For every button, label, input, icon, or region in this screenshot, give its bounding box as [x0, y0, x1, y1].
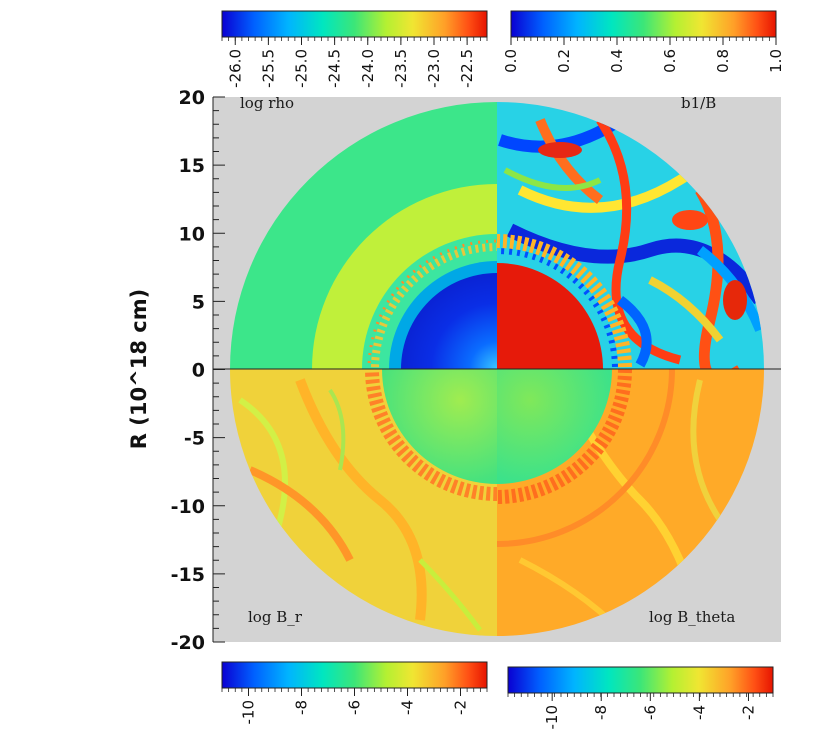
quadrant-log-rho — [230, 102, 497, 369]
colorbar-tick-label: 0.8 — [714, 49, 732, 73]
y-tick-label: 5 — [192, 291, 205, 313]
colorbar-tick-label: -4 — [399, 700, 417, 715]
y-tick-label: 0 — [192, 360, 205, 382]
colorbar-top-right: 0.0 0.2 0.4 0.6 0.8 1.0 — [502, 10, 785, 73]
y-tick-label: -5 — [184, 428, 205, 450]
colorbar-tick-label: -26.0 — [226, 49, 244, 88]
colorbar-tick-label: -25.0 — [293, 49, 311, 88]
colorbar-gradient — [221, 10, 488, 38]
colorbar-gradient — [221, 661, 488, 689]
colorbar-gradient — [507, 666, 774, 694]
colorbar-tick-label: -2 — [452, 700, 470, 715]
colorbar-tick-label: 0.0 — [502, 49, 520, 73]
colorbar-tick-label: -24.0 — [359, 49, 377, 88]
colorbar-bottom-left: -10 -8 -6 -4 -2 — [221, 661, 488, 725]
colorbar-tick-label: -25.5 — [259, 49, 277, 88]
y-tick-label: 20 — [179, 87, 205, 109]
colorbar-tick-label: -10 — [240, 700, 258, 725]
colorbar-bottom-right: -10 -8 -6 -4 -2 — [507, 666, 774, 730]
colorbar-tick-label: -10 — [543, 705, 561, 730]
colorbar-tick-label: -23.5 — [392, 49, 410, 88]
y-axis: 20 15 10 5 0 -5 -10 -15 -20 — [171, 87, 225, 654]
colorbar-tick-label: -22.5 — [458, 49, 476, 88]
label-log-rho: log rho — [240, 94, 294, 112]
colorbar-gradient — [510, 10, 777, 38]
colorbar-tick-label: 0.6 — [661, 49, 679, 73]
y-tick-label: 15 — [179, 155, 205, 177]
colorbar-tick-label: 0.2 — [555, 49, 573, 73]
label-log-B-r: log B_r — [248, 608, 303, 626]
colorbar-tick-label: -6 — [346, 700, 364, 715]
y-tick-label: -10 — [171, 496, 205, 518]
colorbar-tick-label: -6 — [641, 705, 659, 720]
colorbar-tick-label: -4 — [690, 705, 708, 720]
colorbars: -26.0 -25.5 -25.0 -24.5 -24.0 -23.5 -23.0 -22.5… — [221, 10, 785, 730]
label-b1-over-B: b1/B — [681, 94, 716, 112]
colorbar-tick-label: -23.0 — [425, 49, 443, 88]
y-axis-title: R (10^18 cm) — [127, 289, 151, 449]
colorbar-tick-label: 1.0 — [767, 49, 785, 73]
colorbar-tick-label: -24.5 — [326, 49, 344, 88]
colorbar-tick-label: -2 — [739, 705, 757, 720]
y-tick-label: 10 — [179, 223, 205, 245]
colorbar-tick-label: -8 — [293, 700, 311, 715]
colorbar-tick-label: 0.4 — [608, 49, 626, 73]
label-log-B-theta: log B_theta — [649, 608, 735, 626]
y-tick-label: -20 — [171, 632, 205, 654]
colorbar-tick-label: -8 — [592, 705, 610, 720]
quadrant-b1-over-B — [497, 102, 764, 369]
y-tick-label: -15 — [171, 564, 205, 586]
colorbar-top-left: -26.0 -25.5 -25.0 -24.5 -24.0 -23.5 -23.0 -22.5 — [221, 10, 488, 88]
